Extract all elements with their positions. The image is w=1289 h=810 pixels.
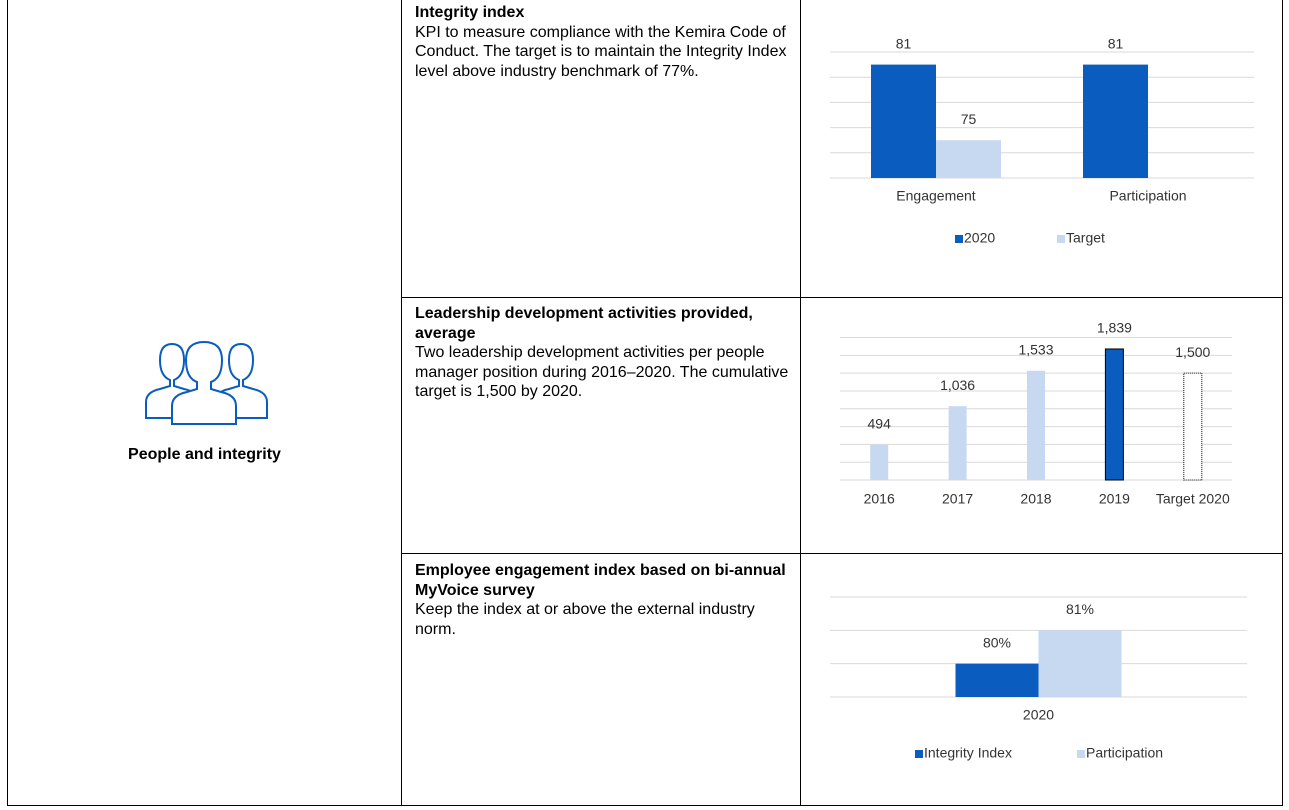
- x-tick-label: 2016: [864, 491, 895, 507]
- x-tick-label: 2017: [942, 491, 973, 507]
- bar: [1038, 630, 1122, 697]
- legend-swatch: [1077, 750, 1085, 758]
- row-title: Leadership development activities provid…: [415, 305, 753, 342]
- value-label: 80%: [983, 634, 1011, 650]
- row-text: Integrity index KPI to measure compliance…: [415, 3, 790, 81]
- value-label: 1,036: [940, 377, 975, 393]
- x-tick-label: 2019: [1099, 491, 1130, 507]
- legend-label: Target: [1066, 230, 1105, 246]
- x-tick-label: Participation: [1109, 188, 1186, 204]
- bar: [1183, 372, 1203, 481]
- x-tick-label: 2018: [1020, 491, 1051, 507]
- bar: [936, 140, 1001, 178]
- value-label: 494: [868, 416, 892, 432]
- bar: [871, 64, 936, 178]
- chart-cell: [800, 553, 1283, 806]
- x-tick-label: Engagement: [896, 188, 976, 204]
- bar: [1104, 348, 1124, 481]
- legend-label: 2020: [964, 230, 995, 246]
- value-label: 1,839: [1097, 320, 1132, 336]
- value-label: 81%: [1066, 601, 1094, 617]
- row-description: Keep the index at or above the external …: [415, 601, 755, 638]
- legend-swatch: [915, 750, 923, 758]
- value-label: 75: [961, 111, 977, 127]
- row-text: Leadership development activities provid…: [415, 304, 790, 402]
- left-label: People and integrity: [128, 446, 281, 463]
- bar: [1083, 64, 1148, 178]
- x-tick-label: 2020: [1023, 707, 1054, 723]
- row-description: KPI to measure compliance with the Kemir…: [415, 23, 787, 80]
- value-label: 1,533: [1018, 341, 1053, 357]
- row-description: Two leadership development activities pe…: [415, 344, 789, 401]
- x-tick-label: Target 2020: [1156, 491, 1230, 507]
- legend-swatch: [955, 235, 963, 243]
- bar: [1027, 370, 1045, 480]
- row-text: Employee engagement index based on bi-an…: [415, 561, 790, 639]
- bar: [870, 444, 889, 480]
- legend-swatch: [1057, 235, 1065, 243]
- bar: [948, 406, 967, 480]
- bar: [955, 663, 1039, 697]
- people-icon: [145, 340, 268, 425]
- value-label: 1,500: [1175, 344, 1210, 360]
- value-label: 81: [896, 35, 912, 51]
- row-title: Integrity index: [415, 4, 525, 21]
- value-label: 81: [1108, 35, 1124, 51]
- row-title: Employee engagement index based on bi-an…: [415, 562, 786, 599]
- legend-label: Integrity Index: [924, 745, 1012, 761]
- legend-label: Participation: [1086, 745, 1163, 761]
